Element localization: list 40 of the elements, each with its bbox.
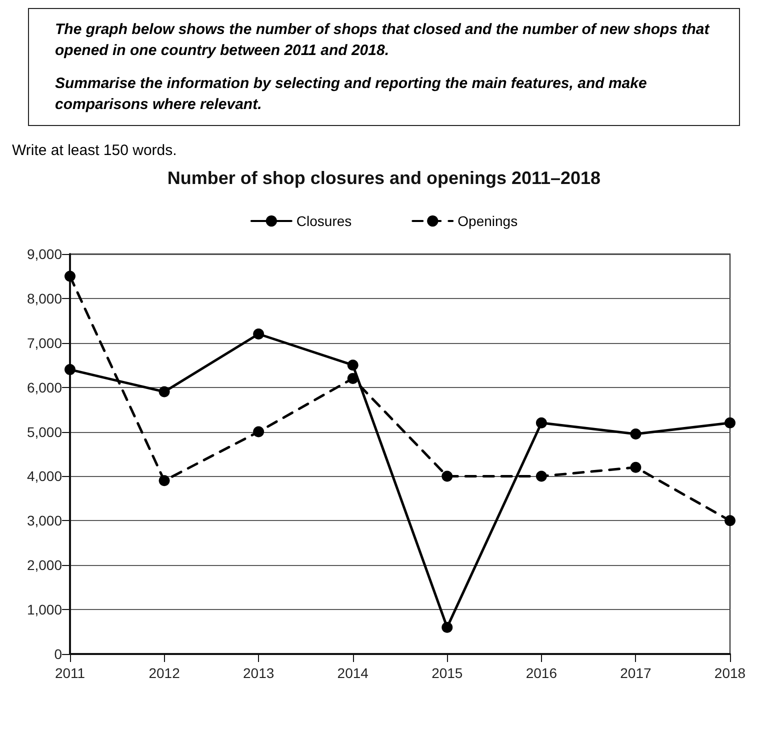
point	[64, 270, 76, 282]
y-tick-label: 7,000	[26, 334, 62, 351]
text: Write at least 150 words.	[12, 142, 178, 159]
y-tick-label: 2,000	[26, 557, 62, 574]
point	[64, 364, 76, 376]
point	[442, 470, 453, 482]
point	[158, 475, 170, 486]
x-tick-label: 2013	[242, 665, 274, 681]
text: Summarise the information by selecting and reporting the main features, and make comparisons where relevant.	[55, 74, 648, 115]
x-tick-label: 2011	[54, 665, 86, 681]
point	[724, 417, 736, 428]
point	[630, 462, 642, 473]
x-tick-label: 2017	[620, 665, 652, 681]
text: The graph below shows the number of shops that closed and the number of new shops that opened in one country between 2011 and 2018.	[55, 20, 711, 61]
y-tick-label: 4,000	[26, 468, 62, 484]
x-tick-label: 2018	[714, 665, 746, 681]
point	[158, 386, 170, 398]
point	[536, 470, 547, 482]
y-tick-label: 6,000	[26, 379, 62, 396]
y-tick-label: 5,000	[26, 424, 62, 440]
point	[724, 515, 736, 526]
x-tick-label: 2015	[432, 665, 463, 681]
y-tick-label: 3,000	[26, 512, 62, 529]
y-tick-label: 1,000	[26, 602, 62, 618]
point	[630, 428, 642, 440]
x-tick-label: 2014	[337, 665, 369, 681]
point	[253, 426, 264, 438]
legend-label: Closures	[296, 213, 352, 229]
point	[347, 372, 358, 384]
y-tick-label: 8,000	[26, 290, 62, 306]
legend-label: Openings	[458, 213, 518, 229]
point	[253, 328, 264, 340]
x-tick-label: 2012	[148, 665, 180, 681]
point	[442, 622, 453, 633]
point	[347, 360, 358, 371]
y-tick-label: 0	[54, 646, 62, 662]
x-tick-label: 2016	[526, 665, 558, 681]
point	[536, 417, 547, 428]
chart-title: Number of shop closures and openings 2011–2018	[167, 168, 601, 188]
y-tick-label: 9,000	[26, 246, 62, 262]
